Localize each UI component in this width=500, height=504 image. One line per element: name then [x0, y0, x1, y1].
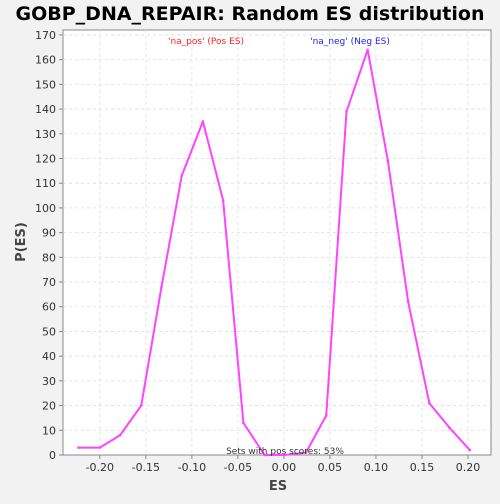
data-point: [345, 110, 348, 113]
y-tick-label: 110: [35, 177, 56, 190]
x-tick-label: 0.10: [364, 461, 389, 474]
y-tick-label: 160: [35, 54, 56, 67]
y-tick-label: 140: [35, 103, 56, 116]
data-point: [366, 48, 369, 52]
x-axis-label: ES: [269, 479, 287, 494]
x-tick-label: 0.05: [318, 461, 343, 474]
y-tick-label: 50: [42, 325, 56, 338]
y-tick-label: 150: [35, 78, 56, 91]
y-tick-label: 20: [42, 400, 56, 413]
y-tick-label: 60: [42, 301, 56, 314]
data-point: [118, 433, 122, 437]
data-point: [201, 120, 205, 123]
x-tick-label: 0.20: [456, 461, 481, 474]
data-point: [160, 285, 163, 289]
data-point: [283, 453, 287, 457]
data-point: [263, 453, 266, 457]
x-tick-label: -0.20: [86, 461, 114, 474]
data-point: [221, 199, 225, 202]
y-tick-label: 130: [35, 128, 56, 141]
legend-entry-pos: 'na_pos' (Pos ES): [168, 37, 244, 47]
y-tick-label: 90: [42, 227, 56, 240]
data-point: [386, 159, 390, 163]
data-point: [139, 404, 143, 407]
data-point: [468, 448, 472, 452]
data-point: [180, 174, 184, 178]
data-point: [98, 446, 102, 449]
data-point: [324, 414, 328, 417]
y-tick-label: 40: [42, 350, 56, 363]
axis-ticks: 0 10 20 30 40 50 60 70 80 90 100 110 120 130 140 150 160…: [35, 29, 480, 474]
data-point: [77, 446, 80, 449]
y-tick-label: 80: [42, 251, 56, 264]
x-tick-label: 0.00: [272, 461, 297, 474]
legend-entry-neg: 'na_neg' (Neg ES): [310, 37, 390, 47]
x-tick-label: -0.05: [224, 461, 252, 474]
y-tick-label: 120: [35, 152, 56, 165]
data-point: [406, 300, 410, 304]
series-layer: [77, 48, 472, 457]
pos-scores-annotation: Sets with pos scores: 53%: [226, 447, 344, 457]
x-tick-label: 0.15: [410, 461, 435, 474]
y-tick-label: 170: [35, 29, 56, 42]
y-tick-label: 0: [49, 449, 56, 462]
plot-area: [62, 29, 492, 456]
data-point: [242, 421, 245, 425]
x-tick-label: -0.15: [132, 461, 160, 474]
x-tick-label: -0.10: [178, 461, 206, 474]
y-tick-label: 100: [35, 202, 56, 215]
data-point: [448, 426, 451, 430]
data-point: [428, 401, 431, 405]
y-tick-label: 30: [42, 375, 56, 388]
chart-title: GOBP_DNA_REPAIR: Random ES distribution: [16, 3, 485, 25]
y-tick-label: 10: [42, 424, 56, 437]
y-tick-label: 70: [42, 276, 56, 289]
y-axis-label: P(ES): [14, 222, 29, 262]
data-point: [304, 451, 308, 454]
es-distribution-line: [78, 48, 471, 456]
